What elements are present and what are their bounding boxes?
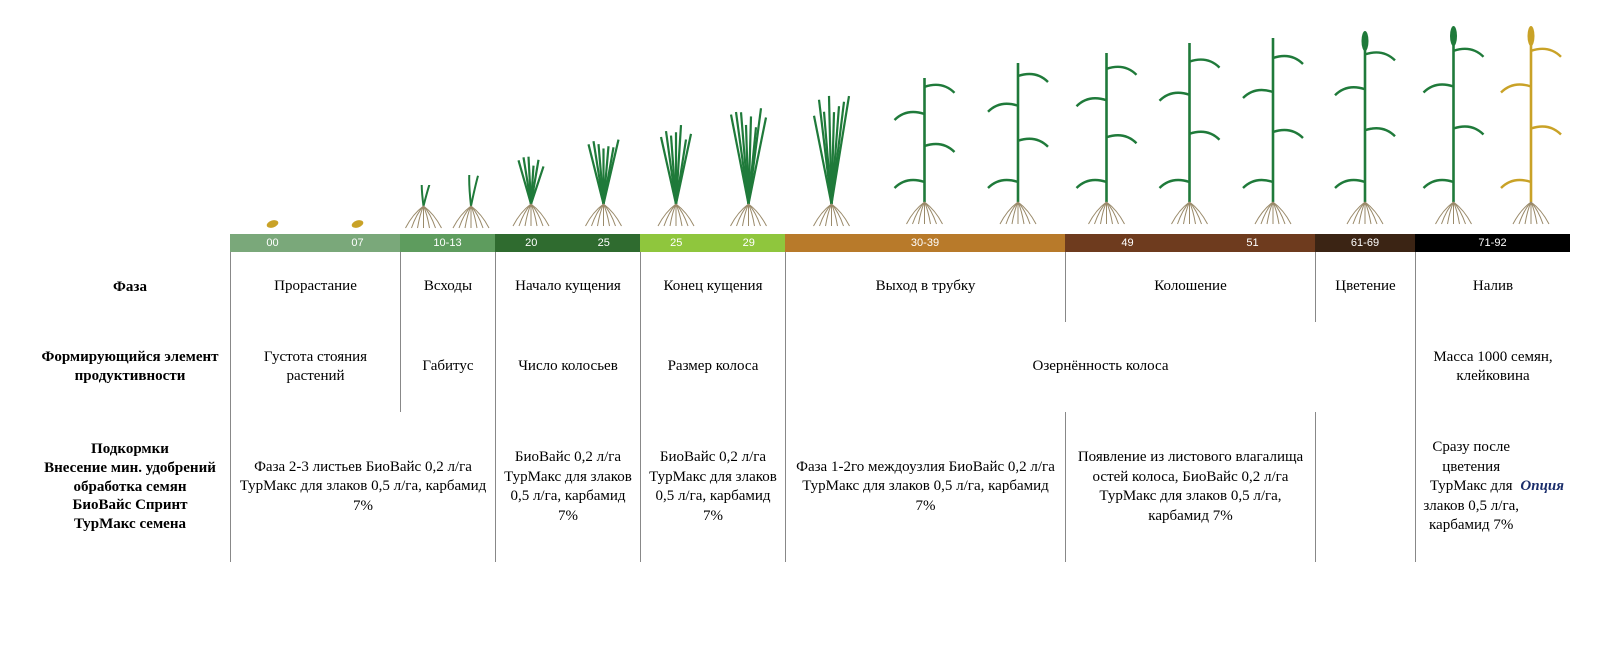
plant-icon — [567, 135, 640, 230]
plant-icon — [447, 175, 495, 230]
stage-segment: 61-69 — [1315, 234, 1415, 252]
row-feeding: ПодкормкиВнесение мин. удобрений обработ… — [30, 412, 1570, 562]
table-cell: БиоВайс 0,2 л/га ТурМакс для злаков 0,5 … — [640, 412, 785, 562]
stage-code: 00 — [266, 237, 278, 249]
table-cell: Масса 1000 семян, клейковина — [1415, 322, 1570, 412]
row-header-element: Формирующийся элемент продуктивности — [30, 322, 230, 412]
table-cell — [1315, 412, 1415, 562]
plant-icon — [400, 185, 447, 230]
stage-code: 71-92 — [1478, 237, 1506, 249]
stage-code: 29 — [743, 237, 755, 249]
plant-icon — [1231, 30, 1315, 230]
info-table: Фаза ПрорастаниеВсходыНачало кущенияКоне… — [30, 252, 1570, 562]
stage-segment: 00 07 — [230, 234, 400, 252]
plant-icon — [878, 70, 971, 230]
stage-code: 51 — [1246, 237, 1258, 249]
plants-row — [230, 20, 1570, 230]
stage-code: 20 — [525, 237, 537, 249]
table-cell: БиоВайс 0,2 л/га ТурМакс для злаков 0,5 … — [495, 412, 640, 562]
stage-segment: 2025 — [495, 234, 640, 252]
plant-icon — [1315, 25, 1415, 230]
table-cell: Число колосьев — [495, 322, 640, 412]
stage-segment: 10-13 — [400, 234, 495, 252]
plant-icon — [1148, 35, 1231, 230]
table-cell: Налив — [1415, 252, 1570, 322]
stage-code: 30-39 — [911, 237, 939, 249]
stage-segment: 71-92 — [1415, 234, 1570, 252]
stage-code: 25 — [598, 237, 610, 249]
option-label: Опция — [1520, 477, 1564, 497]
plant-icon — [1492, 20, 1570, 230]
stage-code: 10-13 — [433, 237, 461, 249]
plant-icon — [495, 150, 567, 230]
plant-icon — [785, 85, 878, 230]
table-cell: Габитус — [400, 322, 495, 412]
row-element: Формирующийся элемент продуктивности Гус… — [30, 322, 1570, 412]
plant-icon — [1065, 45, 1148, 230]
table-cell: Размер колоса — [640, 322, 785, 412]
table-cell: Сразу после цветения ТурМакс для злаков … — [1415, 412, 1570, 562]
plant-icon — [640, 115, 712, 230]
stage-code: 49 — [1121, 237, 1133, 249]
row-header-feeding: ПодкормкиВнесение мин. удобрений обработ… — [30, 412, 230, 562]
row-header-phase: Фаза — [30, 252, 230, 322]
table-cell: Колошение — [1065, 252, 1315, 322]
plant-icon — [712, 100, 785, 230]
table-cell: Всходы — [400, 252, 495, 322]
table-cell: Фаза 2-3 листьев БиоВайс 0,2 л/га ТурМак… — [230, 412, 495, 562]
table-cell: Начало кущения — [495, 252, 640, 322]
stage-code: 25 — [670, 237, 682, 249]
plant-icon — [971, 55, 1065, 230]
table-cell: Появление из листового влагалища остей к… — [1065, 412, 1315, 562]
stage-segment: 25 29 — [640, 234, 785, 252]
plant-icon — [1415, 20, 1492, 230]
table-cell: Озернённость колоса — [785, 322, 1415, 412]
plant-icon — [315, 208, 400, 230]
stage-code: 61-69 — [1351, 237, 1379, 249]
stage-code: 07 — [351, 237, 363, 249]
stage-segment: 30-39 — [785, 234, 1065, 252]
stage-segment: 49 51 — [1065, 234, 1315, 252]
table-cell: Прорастание — [230, 252, 400, 322]
stage-bar: 000710-132025252930-39495161-6971-92 — [230, 234, 1570, 252]
growth-stage-chart: 000710-132025252930-39495161-6971-92 Фаз… — [30, 20, 1570, 562]
table-cell: Густота стояния растений — [230, 322, 400, 412]
table-cell: Цветение — [1315, 252, 1415, 322]
table-cell: Выход в трубку — [785, 252, 1065, 322]
table-cell: Конец кущения — [640, 252, 785, 322]
row-phase: Фаза ПрорастаниеВсходыНачало кущенияКоне… — [30, 252, 1570, 322]
table-cell: Фаза 1-2го междоузлия БиоВайс 0,2 л/га Т… — [785, 412, 1065, 562]
plant-icon — [230, 210, 315, 230]
